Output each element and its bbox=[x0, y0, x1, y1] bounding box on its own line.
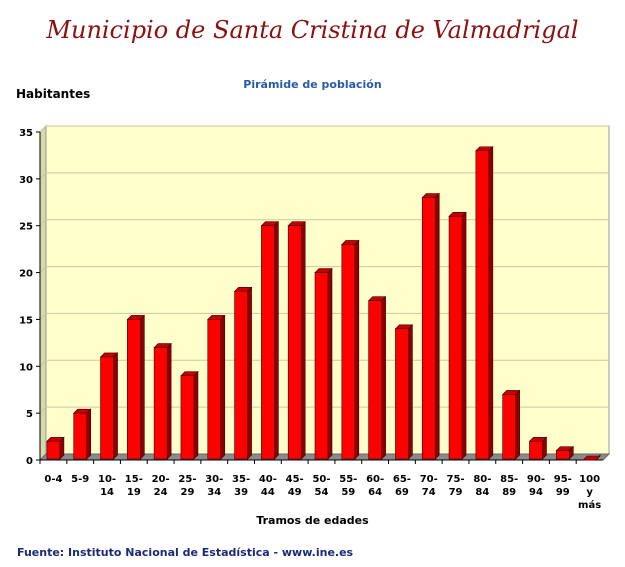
x-tick-label: 10-14 bbox=[98, 474, 116, 498]
bar-side bbox=[354, 239, 360, 460]
x-tick-label: 85-89 bbox=[500, 474, 518, 498]
y-tick-label: 25 bbox=[19, 222, 33, 233]
y-tick-label: 35 bbox=[19, 128, 33, 139]
x-tick-label: 100 y más bbox=[578, 474, 601, 511]
x-tick-label: 40-44 bbox=[259, 474, 277, 498]
x-tick-label: 5-9 bbox=[71, 474, 89, 485]
y-tick-label: 0 bbox=[26, 456, 33, 467]
bar-side bbox=[86, 408, 92, 460]
x-tick-label: 60-64 bbox=[366, 474, 384, 498]
x-tick-label: 0-4 bbox=[44, 474, 62, 485]
bar bbox=[234, 291, 248, 460]
x-tick-label: 15-19 bbox=[125, 474, 143, 498]
x-tick-label: 70-74 bbox=[420, 474, 438, 498]
x-tick-label: 55-59 bbox=[339, 474, 357, 498]
bar bbox=[153, 347, 168, 460]
x-tick-label: 25-29 bbox=[178, 474, 196, 498]
bar-top bbox=[582, 455, 601, 461]
x-tick-label: 35-39 bbox=[232, 474, 250, 498]
gridline-side bbox=[39, 359, 47, 367]
bar-side bbox=[113, 352, 118, 460]
bar bbox=[287, 225, 302, 460]
x-tick-label: 45-49 bbox=[286, 474, 304, 498]
gridline-side bbox=[39, 172, 47, 180]
bar-side bbox=[408, 324, 413, 460]
bar-side bbox=[434, 192, 440, 460]
bar-side bbox=[327, 267, 333, 460]
x-tick-label: 50-54 bbox=[312, 474, 330, 498]
bar bbox=[341, 244, 356, 460]
x-tick-label: 20-24 bbox=[152, 474, 170, 498]
y-tick-label: 5 bbox=[26, 409, 33, 420]
y-tick-label: 30 bbox=[19, 175, 33, 186]
bar bbox=[448, 216, 463, 460]
bar bbox=[502, 394, 516, 460]
bar bbox=[368, 300, 382, 460]
chart-title: Pirámide de población bbox=[243, 78, 382, 91]
bar-side bbox=[274, 220, 279, 460]
bar bbox=[207, 319, 222, 460]
x-tick-label: 95-99 bbox=[554, 474, 572, 498]
bar-side bbox=[140, 314, 145, 460]
bar bbox=[555, 450, 570, 460]
x-tick-label: 75-79 bbox=[447, 474, 465, 498]
bar bbox=[261, 225, 275, 460]
source-footer: Fuente: Instituto Nacional de Estadístic… bbox=[17, 546, 354, 559]
bar bbox=[180, 375, 195, 460]
x-tick-label: 30-34 bbox=[205, 474, 223, 498]
bar bbox=[395, 328, 409, 460]
bar bbox=[421, 197, 436, 460]
bar-side bbox=[488, 146, 494, 460]
page-title: Municipio de Santa Cristina de Valmadrig… bbox=[46, 16, 579, 44]
y-tick-label: 10 bbox=[19, 362, 33, 373]
bar bbox=[127, 319, 141, 460]
bar-side bbox=[515, 389, 520, 460]
bar-side bbox=[247, 286, 252, 460]
x-tick-label: 65-69 bbox=[393, 474, 411, 498]
bar bbox=[100, 356, 114, 460]
gridline-side bbox=[39, 266, 47, 273]
y-axis-label: Habitantes bbox=[16, 87, 91, 101]
bar bbox=[46, 440, 61, 460]
bar bbox=[475, 150, 490, 460]
gridline-side bbox=[39, 219, 47, 227]
x-tick-label: 90-94 bbox=[527, 474, 545, 498]
gridline-side bbox=[39, 406, 47, 414]
bar-side bbox=[300, 220, 306, 460]
bar-side bbox=[166, 342, 172, 460]
gridline-side bbox=[39, 125, 47, 133]
bar bbox=[314, 272, 329, 460]
gridline-side bbox=[39, 313, 47, 320]
x-axis-label: Tramos de edades bbox=[256, 514, 369, 527]
bar-side bbox=[381, 295, 386, 460]
bar bbox=[73, 412, 88, 460]
bar-side bbox=[220, 314, 226, 460]
bar-side bbox=[193, 370, 199, 460]
x-tick-label: 80-84 bbox=[473, 474, 491, 498]
bar bbox=[529, 440, 543, 460]
y-tick-label: 20 bbox=[19, 269, 33, 280]
bar-side bbox=[461, 211, 467, 460]
y-tick-label: 15 bbox=[19, 315, 33, 326]
